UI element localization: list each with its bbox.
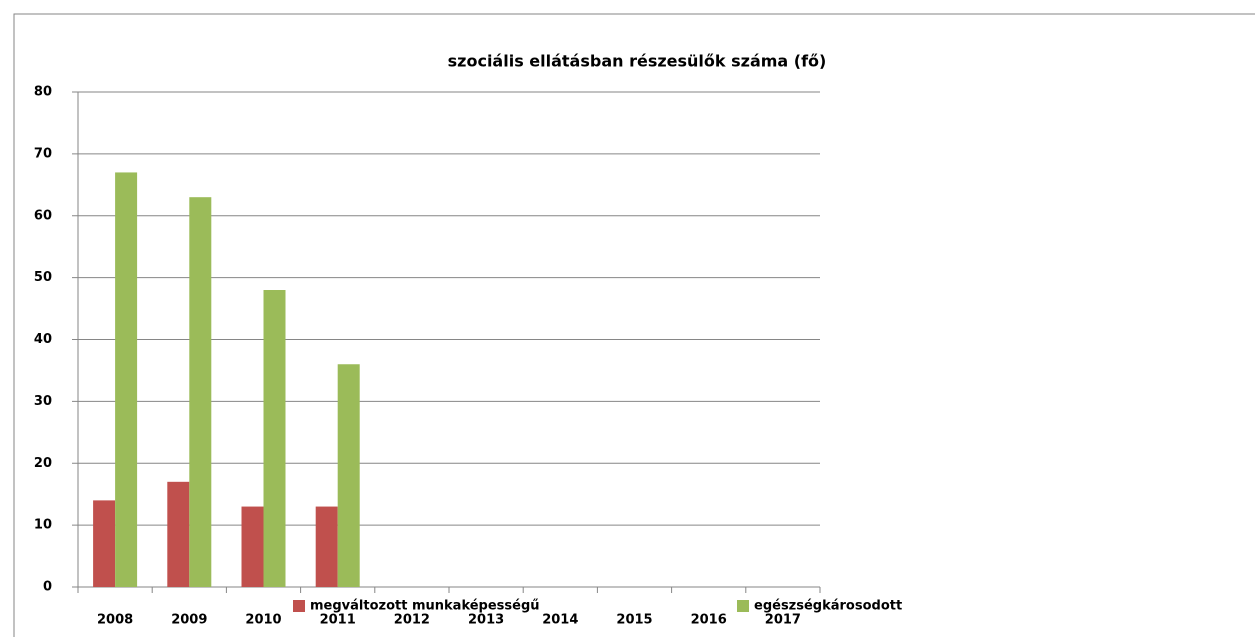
x-tick-label: 2016 (691, 613, 727, 628)
x-tick-label: 2008 (97, 613, 133, 628)
bar (315, 506, 338, 587)
x-tick-label: 2014 (542, 613, 578, 628)
bar (263, 290, 286, 587)
bar (189, 197, 212, 587)
y-tick-label: 20 (34, 456, 52, 471)
y-tick-label: 40 (34, 332, 52, 347)
y-tick-label: 30 (34, 394, 52, 409)
y-tick-label: 50 (34, 270, 52, 285)
y-tick-label: 70 (34, 146, 52, 161)
bar (167, 481, 190, 587)
chart-border (13, 13, 1255, 637)
x-tick-label: 2017 (765, 613, 801, 628)
bar (93, 500, 116, 587)
x-tick-label: 2013 (468, 613, 504, 628)
y-tick-label: 60 (34, 208, 52, 223)
x-tick-label: 2011 (320, 613, 356, 628)
legend-swatch (293, 600, 305, 612)
legend-label: egészségkárosodott (754, 599, 902, 614)
x-tick-label: 2012 (394, 613, 430, 628)
legend-label: megváltozott munkaképességű (310, 599, 540, 614)
chart-title: szociális ellátásban részesülők száma (f… (448, 52, 827, 71)
y-tick-label: 0 (43, 580, 52, 595)
y-tick-label: 80 (34, 85, 52, 100)
bar (337, 364, 360, 587)
bar (241, 506, 264, 587)
x-tick-label: 2009 (171, 613, 207, 628)
bar (115, 172, 138, 587)
legend-swatch (737, 600, 749, 612)
x-tick-label: 2015 (616, 613, 652, 628)
x-tick-label: 2010 (245, 613, 281, 628)
y-tick-label: 10 (34, 518, 52, 533)
